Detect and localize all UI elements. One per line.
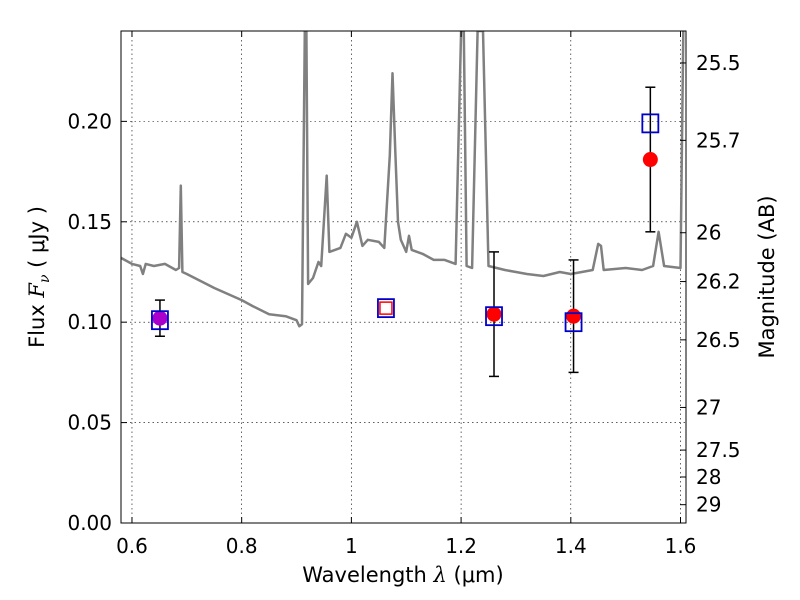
model-photometry-box bbox=[641, 113, 660, 134]
y-tick-label: 0.00 bbox=[67, 511, 112, 535]
y-axis-label: Flux Fν ( μJy ) bbox=[25, 206, 53, 348]
observed-point bbox=[486, 306, 502, 322]
observed-point bbox=[642, 152, 658, 168]
mag-tick-label: 27 bbox=[696, 395, 721, 419]
mag-tick-label: 26.5 bbox=[696, 328, 741, 352]
axis-ticks: 0.6 0.8 1 1.2 1.4 1.6 0.00 0.05 0.10 0.15 0.20 25.5… bbox=[67, 31, 741, 558]
mag-tick-label: 29 bbox=[696, 493, 721, 517]
y-tick-label: 0.05 bbox=[67, 411, 112, 435]
mag-tick-label: 26.2 bbox=[696, 270, 741, 294]
x-tick-label: 1.6 bbox=[665, 534, 697, 558]
y-tick-label: 0.10 bbox=[67, 310, 112, 334]
mag-tick-label: 28 bbox=[696, 465, 721, 489]
model-photometry-box bbox=[485, 306, 503, 327]
observed-point bbox=[566, 308, 582, 324]
x-tick-label: 0.8 bbox=[226, 534, 258, 558]
grid-lines bbox=[121, 31, 686, 523]
mag-tick-label: 25.7 bbox=[696, 128, 741, 152]
model-photometry-box bbox=[377, 298, 395, 319]
x-tick-label: 1 bbox=[345, 534, 358, 558]
mag-tick-label: 27.5 bbox=[696, 438, 741, 462]
mag-tick-label: 26 bbox=[696, 221, 721, 245]
x-axis-label: Wavelength λ (μm) bbox=[302, 563, 503, 587]
plot-area bbox=[121, 31, 685, 378]
x-tick-label: 1.2 bbox=[445, 534, 477, 558]
observed-point bbox=[379, 301, 393, 315]
mag-tick-label: 25.5 bbox=[696, 51, 741, 75]
observed-point bbox=[152, 310, 168, 326]
plot-frame bbox=[120, 30, 687, 524]
x-tick-label: 1.4 bbox=[555, 534, 587, 558]
y-tick-label: 0.15 bbox=[67, 210, 112, 234]
y-tick-label: 0.20 bbox=[67, 109, 112, 133]
model-photometry-box bbox=[564, 312, 583, 333]
model-photometry-box bbox=[151, 310, 169, 331]
x-tick-label: 0.6 bbox=[116, 534, 148, 558]
model-spectrum-line bbox=[121, 31, 685, 328]
y2-axis-label: Magnitude (AB) bbox=[755, 195, 779, 358]
